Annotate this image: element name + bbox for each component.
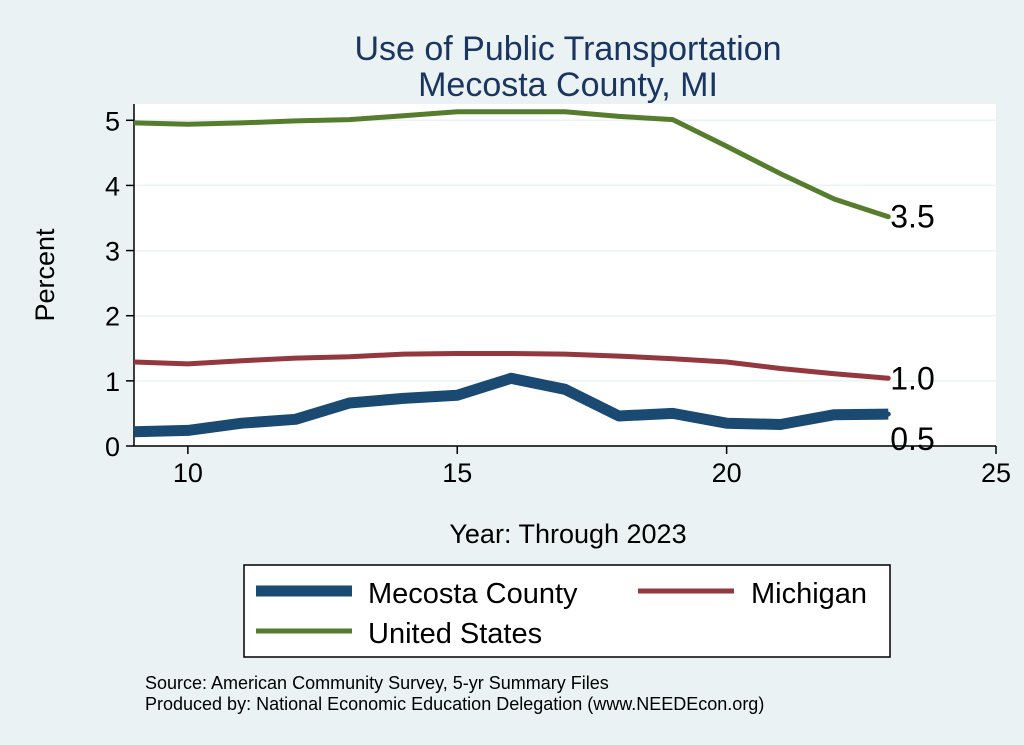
x-axis-title: Year: Through 2023 — [449, 519, 686, 549]
end-labels: 3.5 1.0 0.5 — [890, 199, 934, 457]
y-tick-label-4: 4 — [105, 171, 120, 201]
y-tick-label-2: 2 — [105, 302, 120, 332]
axes: 0 1 2 3 4 5 10 15 20 25 — [105, 104, 1011, 488]
chart-subtitle: Mecosta County, MI — [418, 66, 718, 104]
end-label-mecosta-county: 0.5 — [890, 421, 934, 457]
legend: Mecosta County Michigan United States — [243, 564, 891, 658]
x-tick-label-10: 10 — [173, 458, 203, 488]
x-tick-label-15: 15 — [442, 458, 472, 488]
end-point-mecosta-county — [885, 411, 891, 417]
series-line-united-states — [133, 109, 890, 220]
legend-label-mecosta: Mecosta County — [368, 578, 578, 610]
y-tick-label-1: 1 — [105, 367, 120, 397]
series-line-michigan — [133, 351, 889, 381]
x-tick-label-20: 20 — [712, 458, 742, 488]
end-point-michigan — [885, 375, 891, 381]
series-lines — [133, 109, 891, 438]
y-tick-label-3: 3 — [105, 237, 120, 267]
legend-label-united-states: United States — [368, 618, 542, 650]
end-label-united-states: 3.5 — [890, 199, 934, 235]
end-label-michigan: 1.0 — [890, 360, 934, 396]
y-tick-label-0: 0 — [105, 432, 120, 462]
source-note: Source: American Community Survey, 5-yr … — [145, 673, 609, 693]
series-line-mecosta-county — [133, 372, 889, 438]
y-tick-label-5: 5 — [105, 106, 120, 136]
chart-title: Use of Public Transportation — [354, 30, 781, 68]
end-point-united-states — [885, 214, 891, 220]
legend-label-michigan: Michigan — [751, 578, 867, 610]
legend-box — [243, 564, 891, 658]
y-axis-title: Percent — [30, 228, 60, 322]
x-tick-label-25: 25 — [981, 458, 1011, 488]
produced-by-note: Produced by: National Economic Education… — [145, 694, 764, 714]
